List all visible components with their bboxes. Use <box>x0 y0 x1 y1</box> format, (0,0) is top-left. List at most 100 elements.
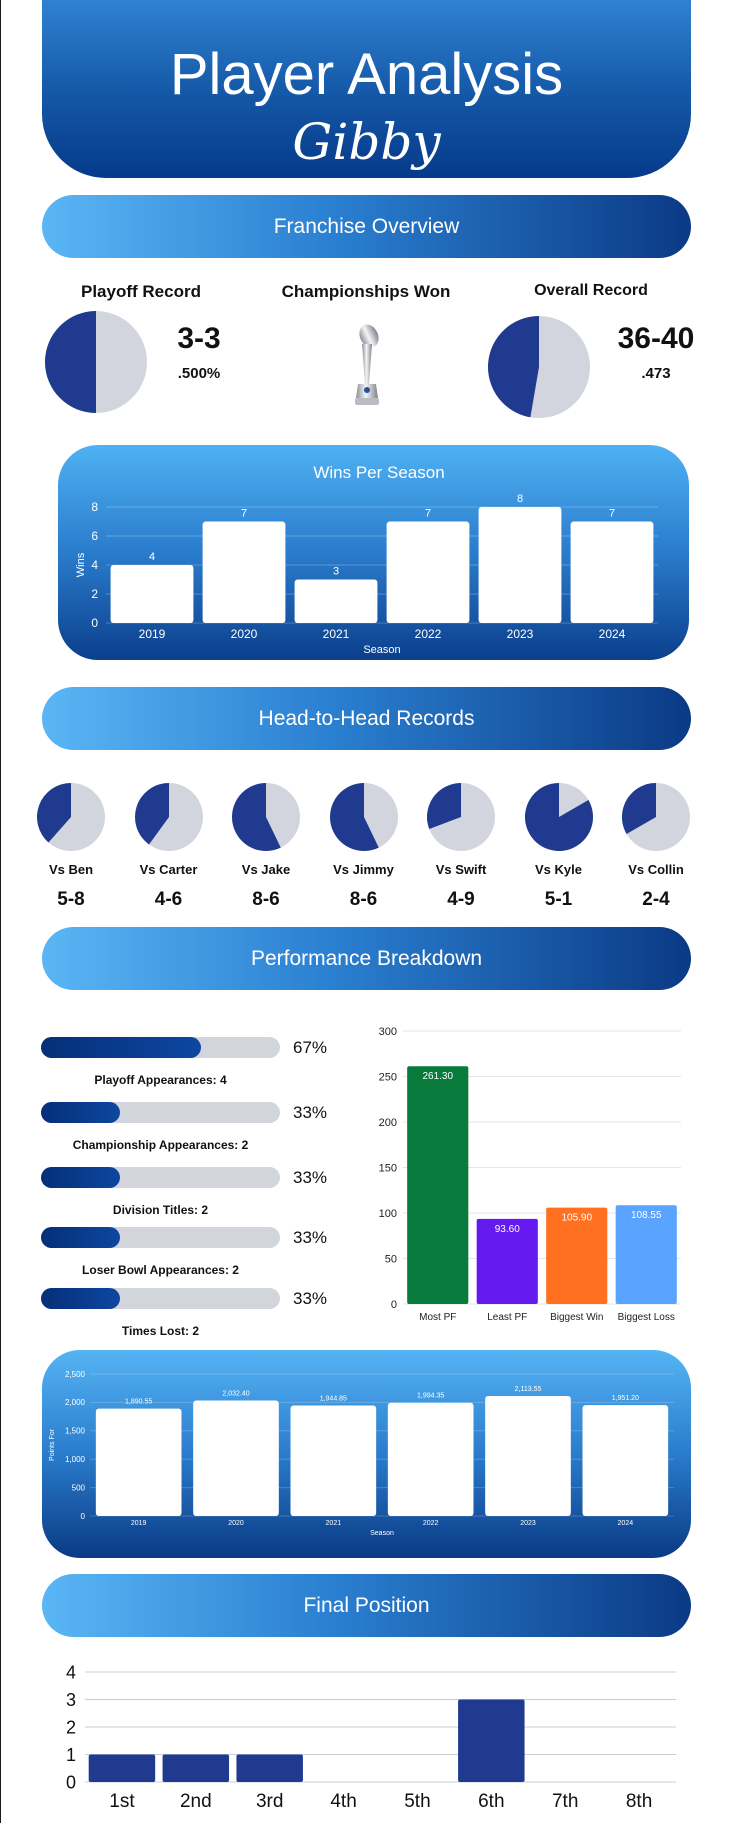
y-tick-label: 1 <box>66 1745 76 1765</box>
y-tick-label: 4 <box>66 1662 76 1682</box>
h2h-win-slice <box>37 783 71 843</box>
h2h-record: 5-8 <box>57 889 85 910</box>
x-tick-label: 2023 <box>520 1520 536 1527</box>
final-position-chart: 0 1 2 3 4 1st 2nd 3rd 4th 5th 6th 7th 8th <box>66 1662 676 1812</box>
x-tick-label: 2021 <box>326 1520 342 1527</box>
playoff-record-pie <box>45 311 147 413</box>
x-tick-label: 2nd <box>180 1791 212 1812</box>
section-banner-franchise: Franchise Overview <box>42 195 691 258</box>
progress-track <box>41 1102 280 1123</box>
y-tick-label: 0 <box>66 1772 76 1792</box>
section-banner-final: Final Position <box>42 1574 691 1637</box>
y-tick-label: 50 <box>385 1253 397 1265</box>
progress-fill <box>41 1167 120 1188</box>
value-label: 2,032.40 <box>222 1391 249 1398</box>
h2h-opponent-label: Vs Swift <box>435 862 487 877</box>
h2h-pie <box>232 783 300 851</box>
section-banner-h2h: Head-to-Head Records <box>42 687 691 750</box>
h2h-pie <box>37 783 105 851</box>
x-tick-label: Least PF <box>487 1312 527 1323</box>
h2h-pie <box>329 783 398 851</box>
h2h-record: 8-6 <box>349 889 378 910</box>
bar <box>202 521 286 623</box>
x-tick-label: 2024 <box>599 627 626 641</box>
value-label: 3 <box>333 566 339 578</box>
x-tick-label: 8th <box>626 1791 652 1812</box>
points-for-chart: 0 500 1,000 1,500 2,000 2,500 1,890.55 2019 2,03… <box>49 1370 674 1537</box>
playoff-record-label: Playoff Record <box>81 282 201 301</box>
y-tick-label: 1,000 <box>65 1455 86 1464</box>
bar <box>95 1408 182 1516</box>
championships-label: Championships Won <box>281 282 451 301</box>
overall-record-value: 36-40 <box>617 322 695 355</box>
x-tick-label: 3rd <box>256 1791 283 1812</box>
x-tick-label: Biggest Win <box>550 1312 603 1323</box>
value-label: 7 <box>609 508 615 520</box>
y-tick-label: 200 <box>379 1117 397 1129</box>
h2h-record: 2-4 <box>642 889 670 910</box>
progress-percent: 33% <box>293 1103 328 1122</box>
x-tick-label: Biggest Loss <box>618 1312 675 1323</box>
h2h-pie <box>524 783 593 851</box>
x-tick-label: 2019 <box>139 627 166 641</box>
h2h-opponent-label: Vs Kyle <box>535 862 582 877</box>
value-label: 8 <box>517 493 523 505</box>
h2h-record: 4-9 <box>447 889 475 910</box>
progress-track <box>41 1037 280 1058</box>
h2h-pie <box>622 783 690 851</box>
value-label: 261.30 <box>422 1071 453 1082</box>
bar <box>387 1402 474 1516</box>
progress-label: Championship Appearances: 2 <box>72 1138 249 1152</box>
y-tick-label: 2 <box>91 587 98 601</box>
bar <box>582 1405 669 1516</box>
progress-label: Playoff Appearances: 4 <box>94 1073 227 1087</box>
bar <box>485 1395 571 1516</box>
x-tick-label: 7th <box>552 1791 578 1812</box>
x-tick-label: 2020 <box>228 1520 244 1527</box>
h2h-opponent-label: Vs Ben <box>48 862 94 877</box>
value-label: 1,951.20 <box>612 1395 639 1402</box>
overall-record-pie <box>487 316 590 418</box>
progress-percent: 33% <box>293 1289 328 1308</box>
trophy-icon <box>355 324 379 405</box>
y-axis-label: Points For <box>49 1428 56 1461</box>
y-tick-label: 6 <box>91 529 98 543</box>
y-axis-label: Wins <box>75 552 87 577</box>
h2h-pie <box>134 783 203 851</box>
player-name: Gibby <box>292 113 441 171</box>
y-tick-label: 2,000 <box>65 1398 86 1407</box>
h2h-win-slice <box>232 783 281 851</box>
y-tick-label: 0 <box>91 616 98 630</box>
value-label: 105.90 <box>561 1213 592 1224</box>
playoff-win-slice <box>45 311 96 413</box>
bar <box>478 507 562 623</box>
y-tick-label: 1,500 <box>65 1427 86 1436</box>
y-tick-label: 2,500 <box>65 1370 86 1379</box>
page-title: Player Analysis <box>169 42 564 107</box>
y-tick-label: 150 <box>379 1162 397 1174</box>
x-tick-label: 6th <box>478 1791 504 1812</box>
y-tick-label: 0 <box>391 1299 397 1311</box>
h2h-record: 5-1 <box>544 889 573 910</box>
bar <box>236 1754 303 1782</box>
x-axis-label: Season <box>363 644 400 656</box>
playoff-pct-value: .500% <box>177 365 221 382</box>
h2h-record: 8-6 <box>252 889 280 910</box>
y-tick-label: 3 <box>66 1690 76 1710</box>
h2h-win-slice <box>622 783 656 834</box>
value-label: 1,890.55 <box>125 1399 152 1406</box>
value-label: 93.60 <box>495 1224 520 1235</box>
x-tick-label: 2022 <box>423 1520 439 1527</box>
y-tick-label: 4 <box>91 558 98 572</box>
bar <box>407 1066 469 1304</box>
progress-percent: 33% <box>293 1228 328 1247</box>
playoff-record-value: 3-3 <box>177 322 221 355</box>
x-tick-label: 2019 <box>131 1520 147 1527</box>
value-label: 7 <box>425 508 431 520</box>
x-tick-label: 2022 <box>415 627 442 641</box>
bar <box>570 521 654 623</box>
y-tick-label: 100 <box>379 1208 397 1220</box>
progress-percent: 33% <box>293 1168 328 1187</box>
h2h-opponent-label: Vs Jake <box>241 862 291 877</box>
bar <box>162 1754 230 1782</box>
